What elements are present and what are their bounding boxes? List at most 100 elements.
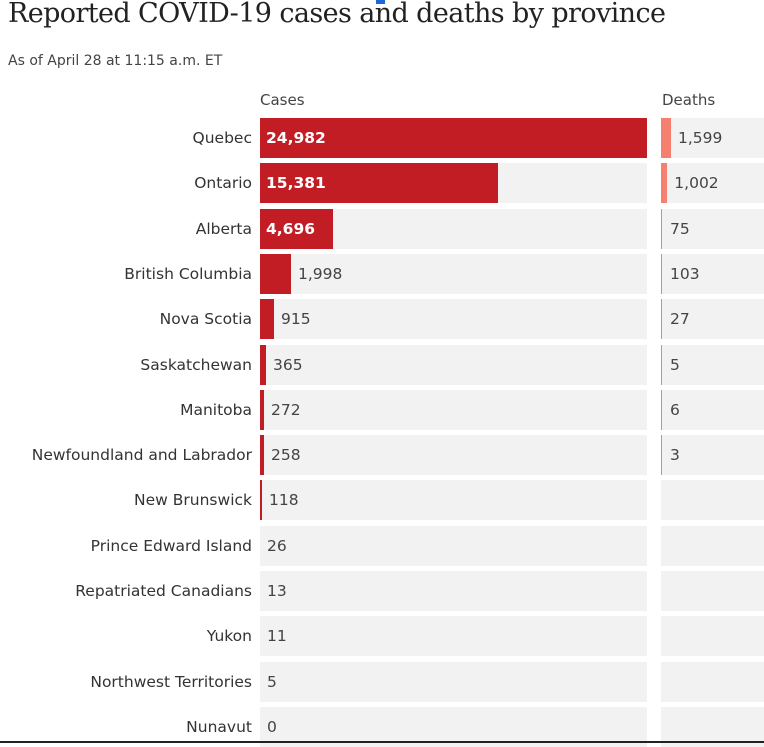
deaths-track: 75 xyxy=(661,208,764,249)
cases-track: 0 xyxy=(260,706,647,747)
deaths-value-label: 5 xyxy=(670,355,680,374)
deaths-column-header: Deaths xyxy=(662,91,716,109)
province-label: Ontario xyxy=(194,174,252,193)
cases-value-label: 118 xyxy=(269,491,299,510)
cases-track: 5 xyxy=(260,661,647,702)
deaths-bar xyxy=(661,389,662,430)
cases-bar xyxy=(260,480,262,521)
cases-value-label: 26 xyxy=(267,536,287,555)
chart-title: Reported COVID-19 cases and deaths by pr… xyxy=(8,0,666,29)
table-row: Manitoba 272 6 xyxy=(0,389,764,430)
province-label: Quebec xyxy=(192,129,252,147)
table-row: Repatriated Canadians 13 xyxy=(0,571,764,611)
province-label: British Columbia xyxy=(124,264,252,283)
deaths-bar xyxy=(661,118,671,158)
province-label: Saskatchewan xyxy=(140,355,252,374)
cases-value-label: 1,998 xyxy=(298,264,343,283)
cases-value-label: 13 xyxy=(267,582,287,600)
cases-track: 26 xyxy=(260,525,647,566)
cases-track: 272 xyxy=(260,389,647,430)
cases-value-label: 11 xyxy=(267,627,287,646)
table-row: New Brunswick 118 xyxy=(0,480,764,521)
deaths-track xyxy=(661,571,764,611)
province-label: New Brunswick xyxy=(134,491,252,510)
cases-value-label: 0 xyxy=(267,717,277,736)
deaths-value-label: 27 xyxy=(670,310,690,329)
cases-value-label: 915 xyxy=(281,310,311,329)
deaths-track xyxy=(661,616,764,657)
province-label: Northwest Territories xyxy=(90,672,252,691)
deaths-value-label: 103 xyxy=(670,264,700,283)
deaths-track: 103 xyxy=(661,253,764,294)
cases-value-label: 4,696 xyxy=(266,219,316,238)
cases-bar xyxy=(260,299,274,340)
cases-bar xyxy=(260,118,647,158)
table-row: Ontario 15,381 1,002 xyxy=(0,163,764,204)
deaths-bar xyxy=(661,344,662,385)
cases-track: 1,998 xyxy=(260,253,647,294)
table-row: Yukon 11 xyxy=(0,616,764,657)
cases-value-label: 258 xyxy=(271,446,301,465)
chart-subtitle: As of April 28 at 11:15 a.m. ET xyxy=(8,53,223,69)
cases-track: 365 xyxy=(260,344,647,385)
deaths-track xyxy=(661,525,764,566)
province-label: Yukon xyxy=(206,627,252,646)
deaths-value-label: 3 xyxy=(670,446,680,465)
deaths-value-label: 1,599 xyxy=(678,129,723,147)
deaths-track xyxy=(661,661,764,702)
deaths-bar xyxy=(661,299,662,340)
table-row: Prince Edward Island 26 xyxy=(0,525,764,566)
deaths-value-label: 6 xyxy=(670,400,680,419)
cases-track: 13 xyxy=(260,571,647,611)
cases-bar xyxy=(260,253,291,294)
cases-value-label: 272 xyxy=(271,400,301,419)
province-label: Newfoundland and Labrador xyxy=(31,446,252,465)
deaths-bar xyxy=(661,163,668,204)
cases-value-label: 5 xyxy=(267,672,277,691)
deaths-track xyxy=(661,706,764,747)
province-label: Manitoba xyxy=(180,400,252,419)
cases-value-label: 24,982 xyxy=(266,129,326,147)
deaths-track: 1,002 xyxy=(661,163,764,204)
cases-track: 4,696 xyxy=(260,208,647,249)
deaths-track: 6 xyxy=(661,389,764,430)
deaths-track: 1,599 xyxy=(661,118,764,158)
cases-value-label: 365 xyxy=(273,355,303,374)
province-label: Prince Edward Island xyxy=(90,536,252,555)
cases-track: 258 xyxy=(260,435,647,476)
deaths-track: 5 xyxy=(661,344,764,385)
cases-track: 15,381 xyxy=(260,163,647,204)
table-row: British Columbia 1,998 103 xyxy=(0,253,764,294)
table-row: Saskatchewan 365 5 xyxy=(0,344,764,385)
cases-bar xyxy=(260,389,264,430)
deaths-bar xyxy=(661,435,662,476)
table-row: Northwest Territories 5 xyxy=(0,661,764,702)
cases-column-header: Cases xyxy=(260,91,305,109)
province-label: Alberta xyxy=(195,219,252,238)
cases-track: 11 xyxy=(260,616,647,657)
cases-bar xyxy=(260,435,264,476)
table-row: Nova Scotia 915 27 xyxy=(0,299,764,340)
cases-track: 915 xyxy=(260,299,647,340)
deaths-bar xyxy=(661,253,662,294)
cases-track: 24,982 xyxy=(260,118,647,158)
deaths-value-label: 1,002 xyxy=(674,174,719,193)
province-label: Nova Scotia xyxy=(159,310,252,329)
cases-bar xyxy=(260,163,498,204)
cases-bar xyxy=(260,344,266,385)
table-row: Quebec 24,982 1,599 xyxy=(0,118,764,158)
table-row: Alberta 4,696 75 xyxy=(0,208,764,249)
cases-bar xyxy=(260,208,333,249)
table-row: Newfoundland and Labrador 258 3 xyxy=(0,435,764,476)
province-label: Repatriated Canadians xyxy=(75,582,252,600)
province-label: Nunavut xyxy=(186,717,252,736)
deaths-track xyxy=(661,480,764,521)
bottom-rule xyxy=(0,741,764,743)
deaths-track: 3 xyxy=(661,435,764,476)
cases-track: 118 xyxy=(260,480,647,521)
deaths-bar xyxy=(661,208,662,249)
title-accent-mark xyxy=(376,0,385,4)
cases-value-label: 15,381 xyxy=(266,174,326,193)
deaths-track: 27 xyxy=(661,299,764,340)
